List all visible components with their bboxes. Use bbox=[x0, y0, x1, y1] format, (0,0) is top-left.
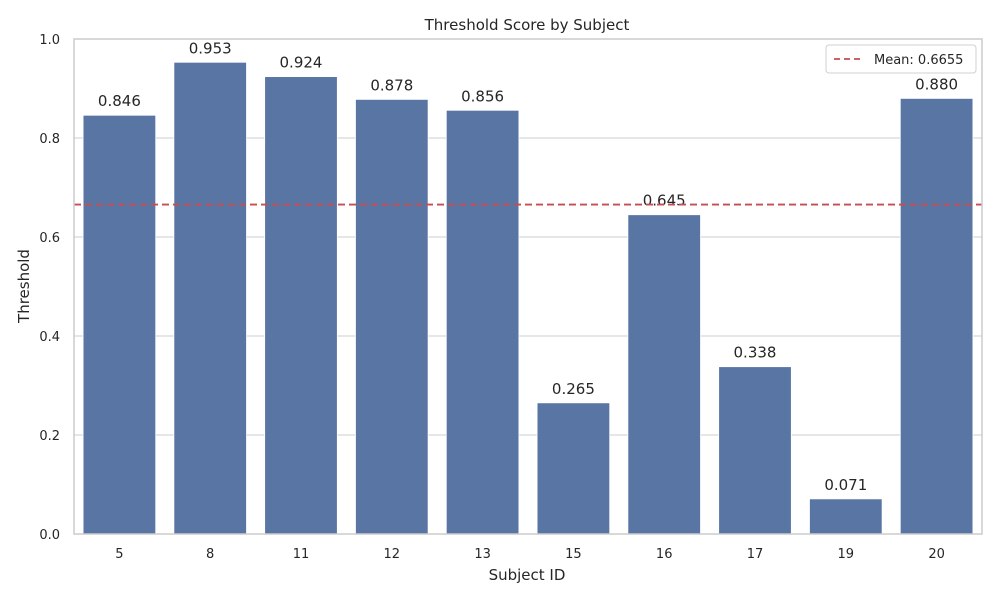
bar-value-label: 0.953 bbox=[189, 39, 232, 57]
legend-box bbox=[825, 44, 977, 74]
bar bbox=[173, 61, 247, 535]
legend-label: Mean: 0.6655 bbox=[874, 53, 963, 68]
y-tick-label: 0.6 bbox=[39, 231, 60, 246]
bar-value-label: 0.645 bbox=[643, 192, 686, 210]
x-tick-label: 13 bbox=[474, 547, 491, 562]
bar-value-label: 0.071 bbox=[824, 476, 867, 494]
chart-title: Threshold Score by Subject bbox=[424, 16, 630, 34]
bar-value-label: 0.856 bbox=[461, 87, 504, 105]
y-axis-label: Threshold bbox=[15, 249, 33, 324]
bar-value-label: 0.338 bbox=[734, 344, 777, 362]
y-tick-label: 0.4 bbox=[39, 330, 60, 345]
y-axis-ticks: 0.0 0.2 0.4 0.6 0.8 1.0 bbox=[39, 33, 60, 543]
x-axis-label: Subject ID bbox=[489, 566, 566, 584]
bar-value-label: 0.265 bbox=[552, 380, 595, 398]
bar-value-label: 0.878 bbox=[370, 76, 413, 94]
bars bbox=[82, 61, 974, 535]
y-tick-label: 0.8 bbox=[39, 132, 60, 147]
x-tick-label: 15 bbox=[565, 547, 582, 562]
y-tick-label: 0.0 bbox=[39, 528, 60, 543]
bar bbox=[445, 109, 520, 535]
bar bbox=[627, 214, 701, 535]
x-axis-ticks: 5 8 11 12 13 15 16 17 19 20 bbox=[115, 547, 945, 562]
plot-frame bbox=[73, 38, 983, 535]
x-tick-label: 17 bbox=[747, 547, 764, 562]
x-tick-label: 8 bbox=[206, 547, 214, 562]
x-tick-label: 12 bbox=[384, 547, 401, 562]
bar-value-label: 0.924 bbox=[280, 54, 323, 72]
bar-value-label: 0.846 bbox=[98, 92, 141, 110]
y-tick-label: 0.2 bbox=[39, 429, 60, 444]
x-tick-label: 20 bbox=[928, 547, 945, 562]
y-tick-label: 1.0 bbox=[39, 33, 60, 48]
legend: Mean: 0.6655 bbox=[825, 44, 977, 74]
bar bbox=[264, 76, 338, 535]
x-tick-label: 19 bbox=[838, 547, 855, 562]
bar bbox=[536, 402, 611, 535]
bar bbox=[899, 98, 974, 535]
bar bbox=[82, 114, 157, 535]
x-tick-label: 5 bbox=[115, 547, 123, 562]
x-tick-label: 11 bbox=[293, 547, 310, 562]
bar bbox=[718, 366, 792, 535]
bar bbox=[809, 498, 883, 535]
x-tick-label: 16 bbox=[656, 547, 673, 562]
bar bbox=[355, 98, 429, 535]
bar-value-label: 0.880 bbox=[915, 75, 958, 93]
